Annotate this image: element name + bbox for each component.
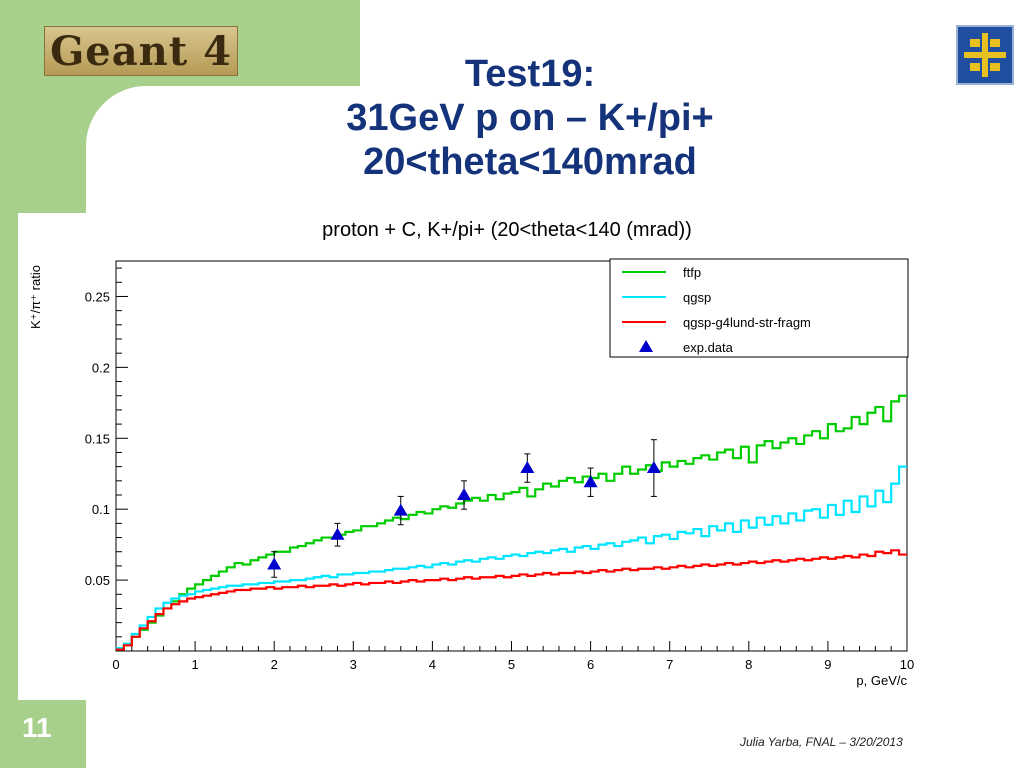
slide-card: [86, 86, 1024, 768]
legend-label-ftfp: ftfp: [683, 265, 701, 280]
x-tick-label: 2: [271, 657, 278, 672]
x-tick-label: 0: [112, 657, 119, 672]
series-line-qgsp: [116, 465, 907, 650]
series-line-qgsp-g4lund-str-fragm: [116, 549, 907, 651]
y-tick-label: 0.05: [85, 573, 110, 588]
chart-title: proton + C, K+/pi+ (20<theta<140 (mrad)): [322, 219, 692, 241]
data-point: [520, 461, 535, 474]
legend-label-qgsp: qgsp: [683, 290, 711, 305]
y-tick-label: 0.1: [92, 502, 110, 517]
legend-label-qgsp-g4lund: qgsp-g4lund-str-fragm: [683, 315, 811, 330]
legend: ftfp qgsp qgsp-g4lund-str-fragm exp.data: [609, 258, 909, 358]
geant4-logo-text: Geant 4: [50, 27, 232, 75]
x-tick-label: 3: [350, 657, 357, 672]
data-point: [267, 557, 282, 570]
legend-box: [609, 258, 909, 358]
title-line-2: 31GeV p on – K+/pi+: [346, 97, 714, 139]
y-tick-label: 0.15: [85, 431, 110, 446]
slide-title: Test19: 31GeV p on – K+/pi+ 20<theta<140…: [300, 52, 760, 184]
x-axis-label: p, GeV/c: [856, 673, 907, 688]
fermilab-logo-icon: [956, 25, 1014, 85]
data-point: [457, 488, 472, 500]
data-point: [393, 503, 408, 516]
x-tick-label: 8: [745, 657, 752, 672]
series-line-ftfp: [116, 394, 907, 650]
data-point: [330, 527, 345, 540]
y-tick-label: 0.2: [92, 360, 110, 375]
footer-credit: Julia Yarba, FNAL – 3/20/2013: [740, 735, 903, 749]
x-tick-label: 10: [900, 657, 914, 672]
data-point: [583, 475, 598, 488]
legend-label-exp-data: exp.data: [683, 340, 734, 355]
title-line-3: 20<theta<140mrad: [363, 141, 697, 183]
title-line-1: Test19:: [464, 53, 596, 95]
geant4-logo: Geant 4: [44, 26, 238, 76]
slide-number: 11: [22, 712, 52, 743]
data-point: [646, 461, 661, 474]
x-tick-label: 6: [587, 657, 594, 672]
x-tick-label: 9: [824, 657, 831, 672]
x-tick-label: 5: [508, 657, 515, 672]
x-tick-label: 1: [191, 657, 198, 672]
x-tick-label: 4: [429, 657, 436, 672]
y-axis-label: K⁺/π⁺ ratio: [28, 265, 43, 329]
x-tick-label: 7: [666, 657, 673, 672]
legend-marker-exp-data: [639, 340, 653, 352]
chart-panel-strip: [18, 213, 86, 700]
y-tick-label: 0.25: [85, 289, 110, 304]
chart: proton + C, K+/pi+ (20<theta<140 (mrad))…: [28, 219, 914, 688]
